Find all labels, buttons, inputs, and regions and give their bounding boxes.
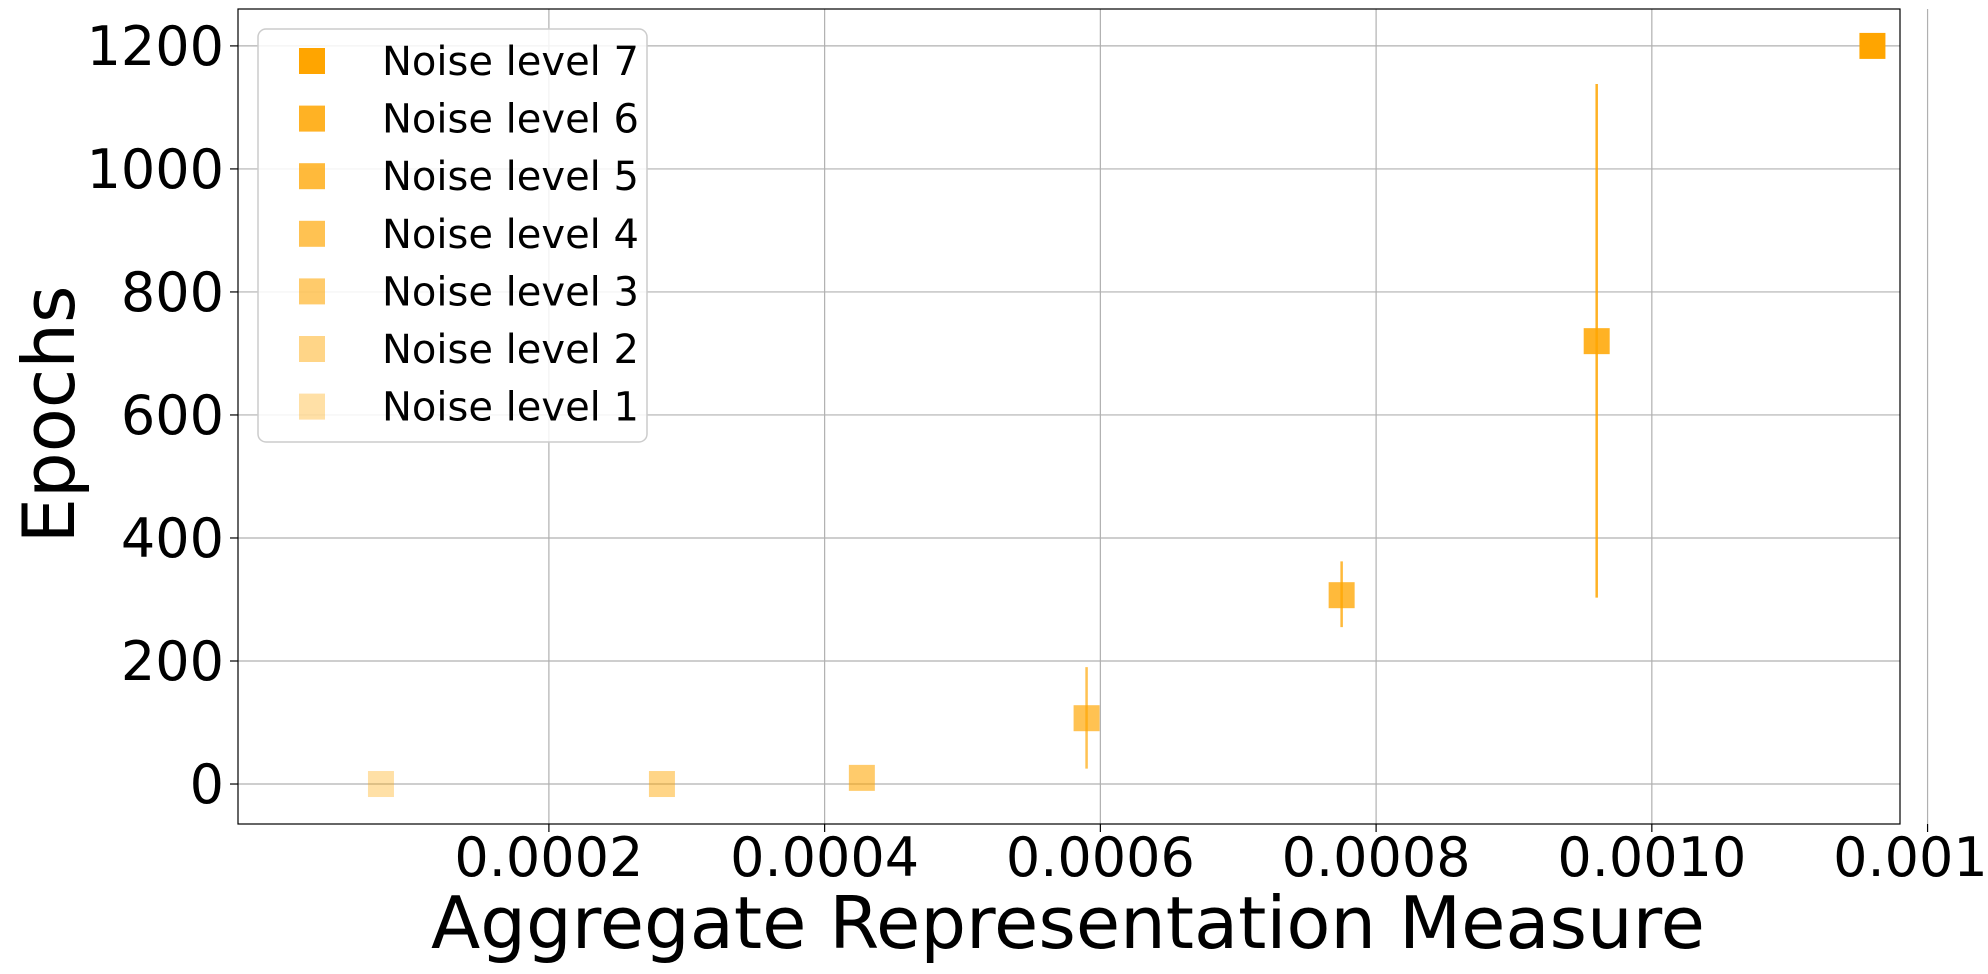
data-point: [848, 764, 875, 791]
legend-box: [257, 28, 648, 443]
x-tick-label: 0.0004: [730, 826, 919, 889]
legend-marker: [299, 336, 325, 362]
y-tick-label: 1000: [87, 138, 224, 201]
data-point: [367, 771, 394, 798]
x-tick-label: 0.0006: [1006, 826, 1195, 889]
y-tick-label: 600: [121, 384, 224, 447]
legend: Noise level 7 Noise level 6 Noise level 5 N…: [257, 28, 648, 443]
data-point: [1328, 582, 1355, 609]
x-tick-label: 0.0010: [1557, 826, 1746, 889]
x-axis-label: Aggregate Representation Measure: [431, 881, 1705, 965]
legend-label: Noise level 2: [382, 327, 639, 373]
x-tick-label: 0.0008: [1282, 826, 1471, 889]
y-tick-label: 0: [190, 753, 224, 816]
legend-label: Noise level 5: [382, 154, 639, 200]
data-point: [648, 771, 675, 798]
legend-marker: [299, 48, 325, 74]
data-point: [1859, 32, 1886, 59]
legend-label: Noise level 7: [382, 39, 639, 85]
y-tick-label: 400: [121, 507, 224, 570]
legend-marker: [299, 278, 325, 305]
data-points: [367, 32, 1886, 798]
data-point: [1583, 328, 1610, 355]
y-tick-label: 1200: [87, 15, 224, 78]
legend-marker: [299, 393, 325, 420]
y-axis-ticks: 0 200 400 600 800 1000 1200: [87, 15, 238, 816]
data-point: [1073, 705, 1100, 732]
y-axis-label: Epochs: [7, 286, 91, 544]
legend-label: Noise level 3: [382, 269, 639, 315]
legend-label: Noise level 1: [382, 385, 639, 431]
y-tick-label: 800: [121, 261, 224, 324]
legend-marker: [299, 163, 325, 190]
legend-marker: [299, 105, 325, 132]
grid: [238, 9, 1929, 824]
plot-frame: [237, 8, 1901, 825]
legend-label: Noise level 6: [382, 97, 639, 143]
legend-marker: [299, 220, 325, 247]
y-tick-label: 200: [121, 630, 224, 693]
x-tick-label: 0.0002: [454, 826, 643, 889]
legend-label: Noise level 4: [382, 212, 639, 258]
